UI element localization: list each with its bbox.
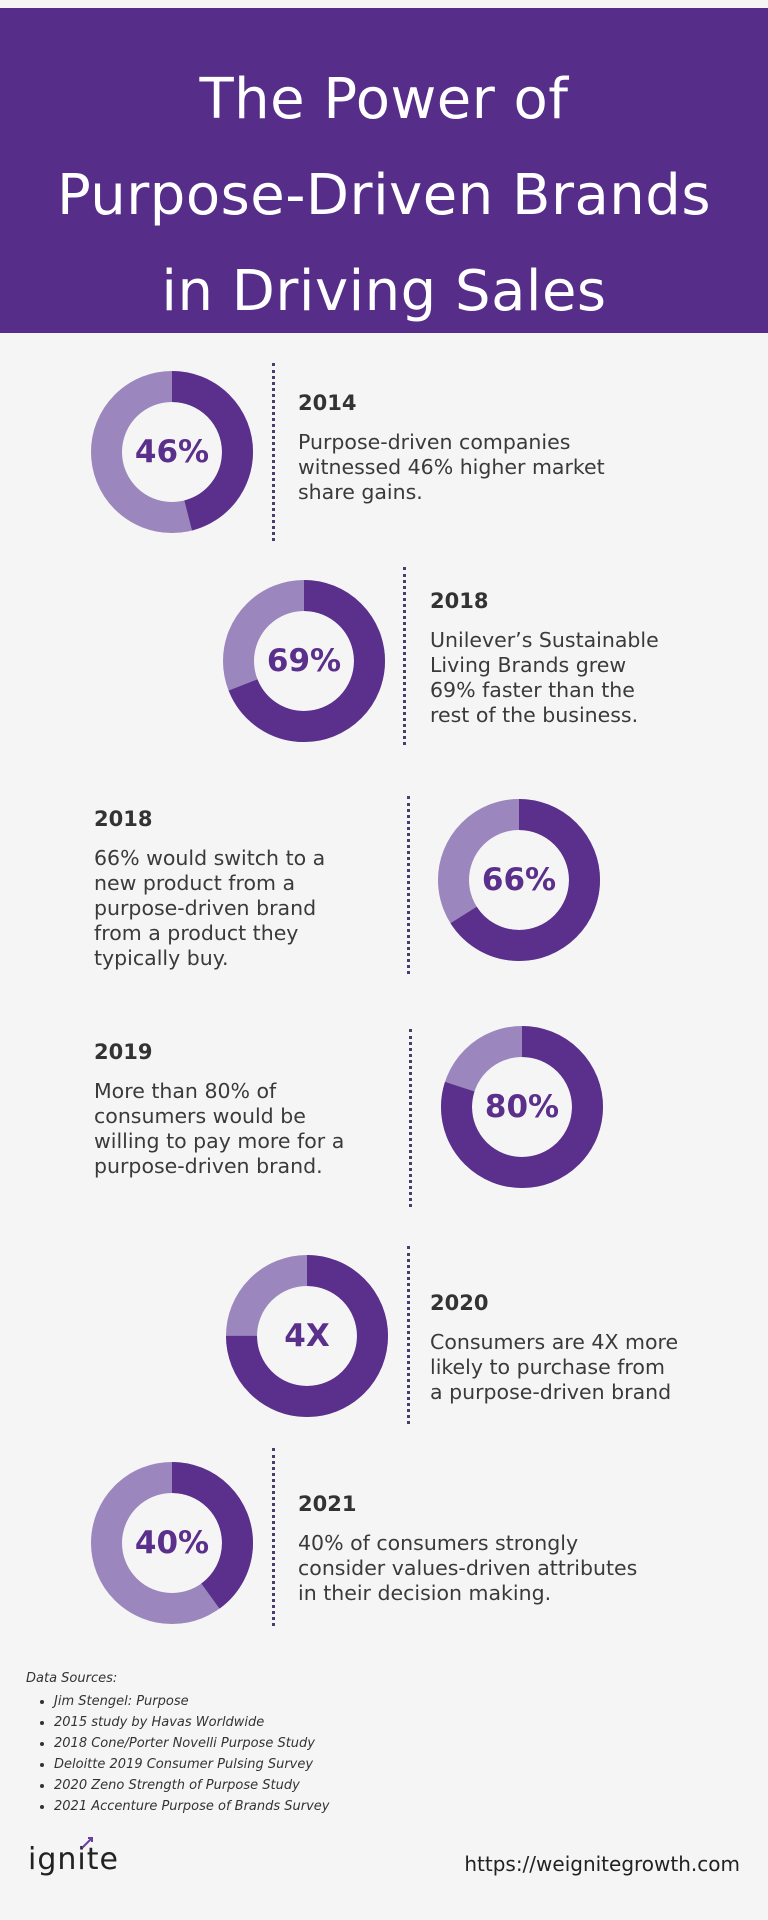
title-line-2: Purpose-Driven Brands <box>56 163 711 228</box>
dotted-divider <box>272 363 275 541</box>
website-url: https://weignitegrowth.com <box>464 1852 740 1876</box>
donut-ring <box>91 1462 253 1624</box>
header-banner: The Power of Purpose-Driven Brands in Dr… <box>0 8 768 333</box>
stat-year: 2018 <box>430 589 489 613</box>
stat-description: 66% would switch to a new product from a… <box>94 846 326 970</box>
source-item: Deloitte 2019 Consumer Pulsing Survey <box>54 1754 330 1775</box>
stat-description: Unilever’s Sustainable Living Brands gre… <box>430 628 659 727</box>
donut-chart: 40% <box>91 1462 253 1624</box>
donut-fill <box>226 1255 388 1417</box>
donut-ring <box>226 1255 388 1417</box>
dotted-divider <box>409 1029 412 1207</box>
donut-fill <box>441 1026 603 1188</box>
dotted-divider <box>407 796 410 974</box>
source-item: 2021 Accenture Purpose of Brands Survey <box>54 1796 330 1817</box>
sources-heading: Data Sources: <box>26 1671 118 1686</box>
dotted-divider <box>403 567 406 745</box>
ignite-logo: ignite <box>28 1837 119 1877</box>
donut-fill <box>91 371 253 533</box>
stat-description: 40% of consumers strongly consider value… <box>298 1531 638 1605</box>
stat-value: 4X <box>284 1318 330 1354</box>
stat-text: 2019 More than 80% of consumers would be… <box>94 1039 404 1179</box>
stat-year: 2014 <box>298 391 357 415</box>
rocket-icon <box>81 1837 93 1849</box>
stat-year: 2021 <box>298 1492 357 1516</box>
donut-chart: 46% <box>91 371 253 533</box>
stat-description: Consumers are 4X more likely to purchase… <box>430 1330 679 1404</box>
stat-text: 2014 Purpose-driven companies witnessed … <box>298 390 738 505</box>
sources-list: Jim Stengel: Purpose 2015 study by Havas… <box>26 1691 330 1817</box>
donut-ring <box>223 580 385 742</box>
donut-fill <box>91 1462 253 1624</box>
stat-value: 40% <box>134 1525 210 1561</box>
stat-value: 46% <box>134 434 210 470</box>
donut-chart: 66% <box>438 799 600 961</box>
source-item: Jim Stengel: Purpose <box>54 1691 330 1712</box>
donut-fill <box>223 580 385 742</box>
stat-value: 80% <box>484 1089 560 1125</box>
source-item: 2015 study by Havas Worldwide <box>54 1712 330 1733</box>
stat-value: 69% <box>266 643 342 679</box>
stat-year: 2018 <box>94 807 153 831</box>
stat-year: 2019 <box>94 1040 153 1064</box>
donut-ring <box>438 799 600 961</box>
stat-text: 2020 Consumers are 4X more likely to pur… <box>430 1290 750 1405</box>
data-sources: Data Sources: Jim Stengel: Purpose 2015 … <box>26 1668 330 1817</box>
source-item: 2020 Zeno Strength of Purpose Study <box>54 1775 330 1796</box>
donut-chart: 69% <box>223 580 385 742</box>
logo-text: ignite <box>28 1842 119 1877</box>
donut-ring <box>441 1026 603 1188</box>
donut-fill <box>438 799 600 961</box>
stat-value: 66% <box>481 862 557 898</box>
stat-year: 2020 <box>430 1291 489 1315</box>
stat-description: Purpose-driven companies witnessed 46% h… <box>298 430 605 504</box>
dotted-divider <box>272 1448 275 1626</box>
title-line-3: in Driving Sales <box>161 259 607 324</box>
source-item: 2018 Cone/Porter Novelli Purpose Study <box>54 1733 330 1754</box>
stat-description: More than 80% of consumers would be will… <box>94 1079 345 1178</box>
stat-text: 2018 66% would switch to a new product f… <box>94 806 394 971</box>
donut-ring <box>91 371 253 533</box>
donut-chart: 80% <box>441 1026 603 1188</box>
title-line-1: The Power of <box>199 67 569 132</box>
dotted-divider <box>407 1246 410 1424</box>
donut-chart: 4X <box>226 1255 388 1417</box>
stat-text: 2018 Unilever’s Sustainable Living Brand… <box>430 588 750 728</box>
stat-text: 2021 40% of consumers strongly consider … <box>298 1491 758 1606</box>
